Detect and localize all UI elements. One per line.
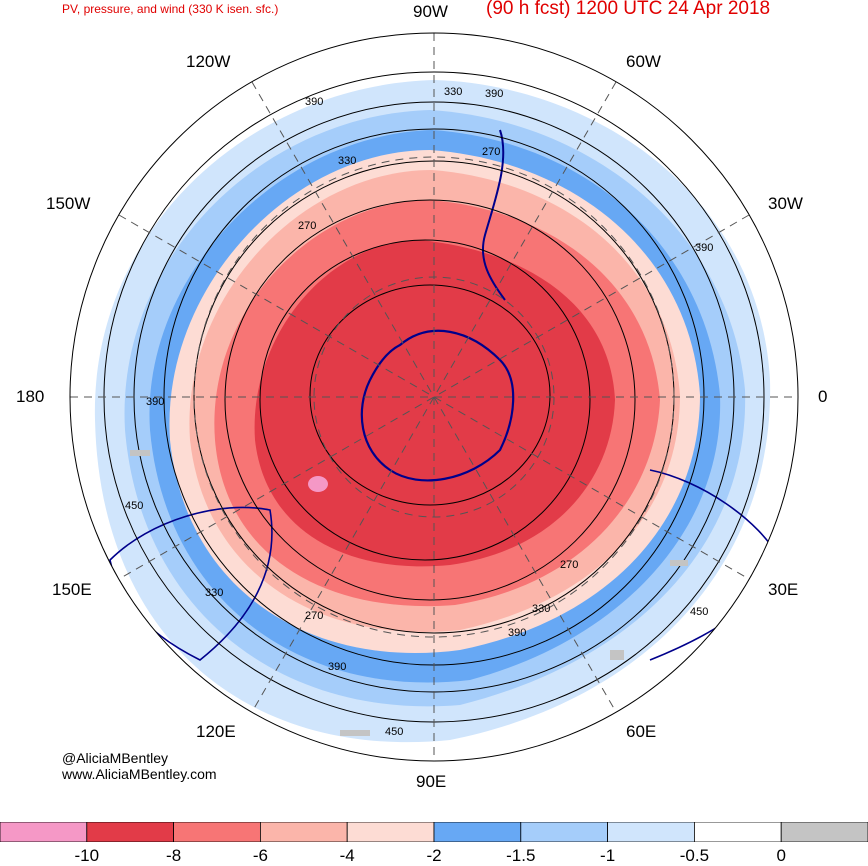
product-title: PV, pressure, and wind (330 K isen. sfc.… [62, 2, 279, 16]
contour-label: 450 [125, 500, 143, 512]
colorbar-swatch [259, 822, 348, 842]
contour-label: 390 [485, 88, 503, 100]
lon-label-120w: 120W [186, 52, 231, 71]
contour-label: 450 [385, 726, 403, 738]
colorbar-tick-label: -0.5 [679, 846, 710, 865]
colorbar-swatch [0, 822, 88, 842]
lon-label-150w: 150W [46, 194, 91, 213]
colorbar-swatch [173, 822, 261, 842]
colorbar-swatch [433, 822, 522, 842]
contour-label: 390 [695, 242, 713, 254]
lon-label-30e: 30E [768, 580, 799, 599]
contour-label: 390 [305, 96, 323, 108]
colorbar-swatch [607, 822, 695, 842]
contour-label: 450 [690, 606, 708, 618]
contour-label: 270 [298, 220, 316, 232]
contour-labels: 390 330 390 330 270 270 390 390 450 330 … [125, 86, 713, 738]
contour-label: 390 [146, 396, 164, 408]
lon-label-60e: 60E [626, 722, 657, 741]
colorbar-tick-label: -10 [74, 846, 100, 865]
colorbar-swatch [780, 822, 868, 842]
colorbar-swatch [520, 822, 608, 842]
colorbar-tick-label: -4 [339, 846, 355, 865]
south-america-coastline [481, 129, 506, 301]
colorbar-swatch [694, 822, 782, 842]
lon-label-120e: 120E [196, 722, 236, 741]
pv-core-pink [308, 476, 328, 492]
lon-label-150e: 150E [52, 580, 92, 599]
contour-label: 270 [305, 610, 323, 622]
colorbar-swatch [346, 822, 435, 842]
grey-pv-patches [130, 450, 688, 736]
colorbar-tick-label: -1 [600, 846, 616, 865]
credit-website: www.AliciaMBentley.com [62, 766, 217, 782]
contour-label: 330 [338, 155, 356, 167]
lon-label-180: 180 [16, 387, 45, 406]
colorbar-swatch [86, 822, 175, 842]
colorbar-tick-label: -2 [426, 846, 442, 865]
contour-label: 330 [532, 603, 550, 615]
contour-label: 390 [508, 627, 526, 639]
lon-label-0: 0 [818, 387, 828, 406]
contour-label: 270 [482, 146, 500, 158]
colorbar [0, 822, 868, 842]
colorbar-tick-label: -6 [252, 846, 268, 865]
valid-time-title: (90 h fcst) 1200 UTC 24 Apr 2018 [486, 0, 771, 19]
contour-label: 390 [328, 661, 346, 673]
colorbar-tick-label: 0 [776, 846, 786, 865]
contour-label: 330 [444, 86, 462, 98]
lon-label-30w: 30W [768, 194, 803, 213]
lon-label-90e: 90E [416, 772, 447, 791]
colorbar-tick-label: -8 [166, 846, 182, 865]
lon-label-90w: 90W [413, 2, 448, 21]
contour-label: 270 [560, 559, 578, 571]
pv-band-dark-red [254, 240, 615, 567]
antarctica-coastline [360, 329, 515, 482]
colorbar-tick-label: -1.5 [506, 846, 536, 865]
graticule [70, 33, 798, 761]
lon-label-60w: 60W [626, 52, 661, 71]
contour-label: 330 [205, 587, 223, 599]
credit-handle: @AliciaMBentley [62, 750, 169, 766]
map-boundary [69, 32, 799, 762]
